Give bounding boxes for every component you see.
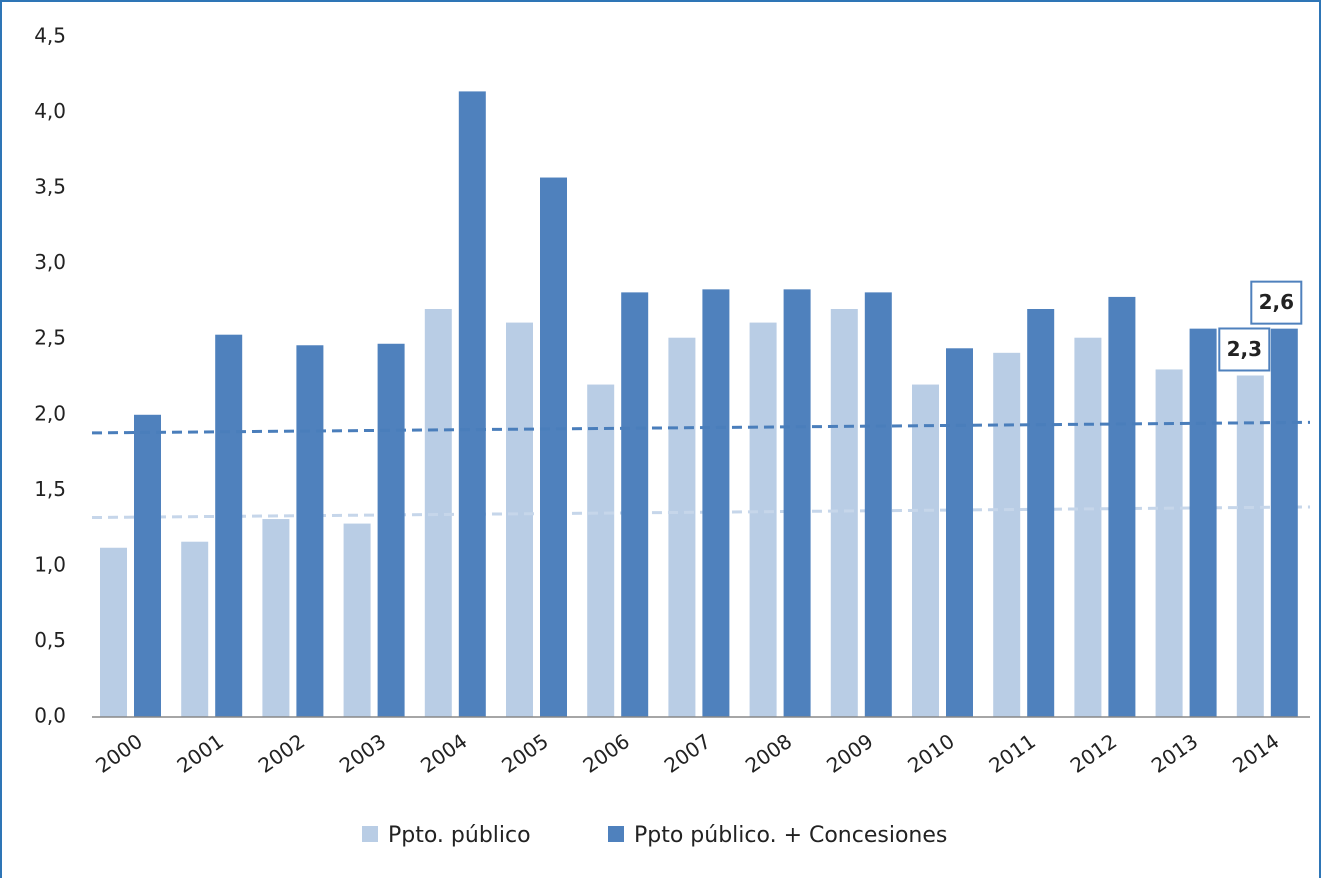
trend-line [91,420,1311,435]
legend-label: Ppto público. + Concesiones [634,823,947,848]
data-label: 2,3 [1227,337,1262,361]
data-label-box [1250,280,1303,325]
bar [1155,369,1183,717]
y-tick-label: 4,5 [34,24,66,48]
bar [587,384,615,717]
bar [1270,328,1298,717]
legend-label: Ppto. público [388,823,531,848]
bar [864,292,892,717]
bar [343,523,371,717]
y-tick-label: 3,5 [34,175,66,199]
bar [1074,337,1102,717]
bar [1189,328,1217,717]
bar [458,91,486,717]
bar [540,177,567,718]
bar [993,352,1021,717]
y-tick-label: 3,0 [34,250,66,274]
bar [621,292,649,717]
bar [134,414,161,717]
bar [262,519,290,717]
bar [830,309,858,717]
bar [783,289,811,717]
bar [1027,309,1055,717]
bar [377,343,405,717]
bar [296,345,324,717]
bar [668,337,696,717]
bar [946,348,973,717]
bar [181,541,209,717]
trend-line [91,505,1311,520]
y-tick-label: 2,5 [34,326,66,350]
bar [749,322,777,717]
y-tick-label: 0,0 [34,704,66,728]
y-tick-label: 4,0 [34,99,66,123]
bar [506,322,533,717]
bar [1108,296,1136,717]
bar [912,384,939,717]
bar [100,547,127,717]
y-tick-label: 2,0 [34,401,66,425]
data-label-box [1218,327,1271,372]
bar [702,289,730,717]
bar [1236,375,1264,717]
y-tick-label: 1,5 [34,477,66,501]
bar [215,334,243,717]
legend-swatch [608,826,624,842]
y-tick-label: 0,5 [34,628,66,652]
data-label: 2,6 [1259,290,1294,314]
y-tick-label: 1,0 [34,552,66,576]
legend-swatch [362,826,378,842]
